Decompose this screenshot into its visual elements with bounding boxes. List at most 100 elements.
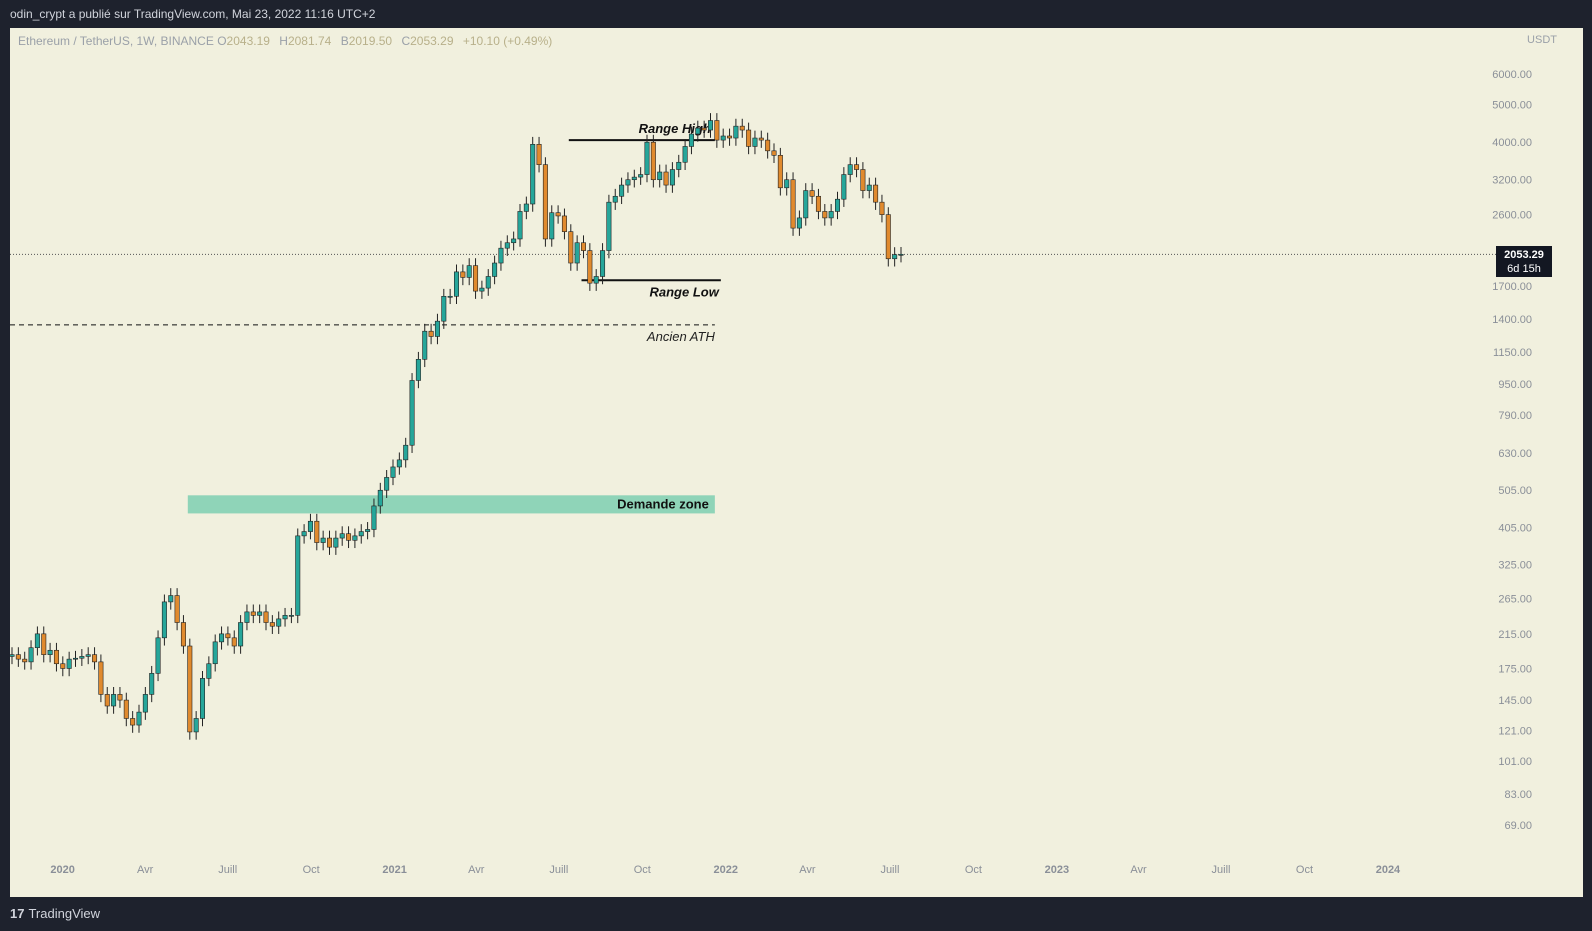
candle-body[interactable] xyxy=(885,214,891,260)
candle-body[interactable] xyxy=(403,444,409,461)
candle-body[interactable] xyxy=(720,135,726,141)
candle-body[interactable] xyxy=(663,171,669,186)
candle-body[interactable] xyxy=(92,654,98,663)
candle-body[interactable] xyxy=(650,141,656,181)
candle-body[interactable] xyxy=(206,663,212,679)
candle-body[interactable] xyxy=(784,179,790,189)
candle-body[interactable] xyxy=(822,211,828,219)
candle-body[interactable] xyxy=(10,654,15,657)
candle-body[interactable] xyxy=(536,144,542,165)
candle-body[interactable] xyxy=(149,673,155,695)
candle-body[interactable] xyxy=(549,212,555,240)
candle-body[interactable] xyxy=(85,654,91,657)
candle-body[interactable] xyxy=(758,137,764,141)
candle-body[interactable] xyxy=(307,520,313,532)
candle-body[interactable] xyxy=(104,694,110,707)
candle-body[interactable] xyxy=(523,203,529,212)
candle-body[interactable] xyxy=(231,637,237,647)
candle-body[interactable] xyxy=(492,262,498,277)
chart-panel[interactable]: 6000.00 5000.00 4000.00 3200.00 2600.00 1700.… xyxy=(10,28,1583,897)
candle-body[interactable] xyxy=(479,287,485,292)
candle-body[interactable] xyxy=(568,231,574,264)
candle-body[interactable] xyxy=(892,254,898,260)
candle-body[interactable] xyxy=(847,164,853,175)
candle-body[interactable] xyxy=(676,161,682,170)
candle-body[interactable] xyxy=(542,164,548,240)
candle-body[interactable] xyxy=(631,176,637,181)
candle-body[interactable] xyxy=(117,694,123,701)
candle-body[interactable] xyxy=(187,645,193,733)
candle-body[interactable] xyxy=(555,212,561,217)
candle-body[interactable] xyxy=(682,146,688,163)
candle-body[interactable] xyxy=(714,120,720,141)
candle-body[interactable] xyxy=(72,657,78,660)
candle-body[interactable] xyxy=(384,477,390,491)
candle-body[interactable] xyxy=(511,238,517,244)
candle-body[interactable] xyxy=(460,271,466,278)
candle-body[interactable] xyxy=(339,533,345,539)
candle-body[interactable] xyxy=(212,641,218,665)
candle-body[interactable] xyxy=(828,211,834,219)
candle-body[interactable] xyxy=(244,611,250,623)
candle-body[interactable] xyxy=(219,633,225,643)
candle-body[interactable] xyxy=(739,125,745,131)
candle-body[interactable] xyxy=(333,537,339,548)
candle-body[interactable] xyxy=(441,295,447,322)
candle-body[interactable] xyxy=(396,459,402,468)
candle-body[interactable] xyxy=(352,535,358,541)
candle-body[interactable] xyxy=(796,217,802,229)
candle-body[interactable] xyxy=(619,184,625,197)
candle-body[interactable] xyxy=(517,211,523,240)
candle-body[interactable] xyxy=(752,137,758,147)
candle-body[interactable] xyxy=(47,649,53,655)
candle-body[interactable] xyxy=(422,330,428,360)
candle-body[interactable] xyxy=(733,125,739,139)
candle-body[interactable] xyxy=(873,184,879,203)
candle-body[interactable] xyxy=(790,179,796,229)
candle-body[interactable] xyxy=(174,595,180,623)
candle-body[interactable] xyxy=(53,649,59,665)
candle-body[interactable] xyxy=(377,489,383,507)
candle-body[interactable] xyxy=(854,164,860,170)
candle-body[interactable] xyxy=(593,276,599,284)
candle-body[interactable] xyxy=(657,171,663,181)
candle-body[interactable] xyxy=(295,535,301,616)
candle-body[interactable] xyxy=(130,718,136,726)
candle-body[interactable] xyxy=(612,195,618,203)
candle-body[interactable] xyxy=(155,637,161,674)
candle-body[interactable] xyxy=(898,254,904,256)
candle-body[interactable] xyxy=(434,320,440,337)
candle-body[interactable] xyxy=(669,169,675,186)
candle-body[interactable] xyxy=(123,699,129,719)
candle-body[interactable] xyxy=(314,520,320,543)
candle-body[interactable] xyxy=(707,120,713,131)
candle-body[interactable] xyxy=(288,615,294,617)
candle-body[interactable] xyxy=(238,622,244,647)
candle-body[interactable] xyxy=(809,190,815,197)
candle-body[interactable] xyxy=(530,144,536,205)
candle-body[interactable] xyxy=(574,242,580,264)
candle-body[interactable] xyxy=(879,201,885,215)
symbol-label[interactable]: Ethereum / TetherUS, 1W, BINANCE xyxy=(18,34,214,48)
candle-body[interactable] xyxy=(771,150,777,156)
candle-body[interactable] xyxy=(79,656,85,659)
candle-body[interactable] xyxy=(269,622,275,627)
candle-body[interactable] xyxy=(860,169,866,191)
candle-body[interactable] xyxy=(60,663,66,669)
candle-body[interactable] xyxy=(250,611,256,616)
candle-body[interactable] xyxy=(485,276,491,289)
candle-body[interactable] xyxy=(815,195,821,212)
candle-body[interactable] xyxy=(263,611,269,623)
candle-body[interactable] xyxy=(282,615,288,620)
candle-body[interactable] xyxy=(409,380,415,446)
candle-body[interactable] xyxy=(390,466,396,478)
candle-body[interactable] xyxy=(136,711,142,726)
candle-body[interactable] xyxy=(346,533,352,541)
candle-body[interactable] xyxy=(587,250,593,284)
candle-body[interactable] xyxy=(504,242,510,249)
candle-body[interactable] xyxy=(498,247,504,264)
candle-body[interactable] xyxy=(365,529,371,532)
candle-body[interactable] xyxy=(695,127,701,135)
candle-body[interactable] xyxy=(22,658,28,663)
candle-body[interactable] xyxy=(638,174,644,178)
